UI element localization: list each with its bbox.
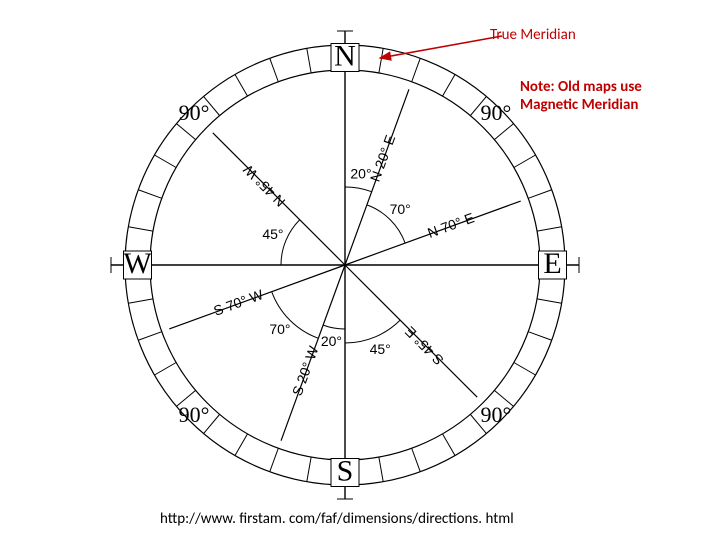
svg-text:S 45° E: S 45° E bbox=[402, 323, 447, 368]
note-line1: Note: Old maps use bbox=[520, 78, 642, 96]
true-meridian-text: True Meridian bbox=[490, 26, 576, 44]
note-line2: Magnetic Meridian bbox=[520, 96, 642, 114]
svg-text:70°: 70° bbox=[390, 201, 411, 217]
svg-text:N 45° W: N 45° W bbox=[239, 161, 288, 210]
svg-text:E: E bbox=[543, 247, 561, 280]
svg-text:N: N bbox=[334, 39, 356, 72]
svg-text:90°: 90° bbox=[179, 100, 210, 125]
source-url: http://www. firstam. com/faf/dimensions/… bbox=[160, 510, 514, 528]
svg-text:S 70° W: S 70° W bbox=[211, 286, 266, 319]
svg-text:90°: 90° bbox=[481, 100, 512, 125]
true-meridian-callout: True Meridian bbox=[490, 26, 576, 44]
magnetic-meridian-note: Note: Old maps use Magnetic Meridian bbox=[520, 78, 642, 114]
svg-text:S 20° W: S 20° W bbox=[289, 343, 322, 398]
svg-text:90°: 90° bbox=[179, 402, 210, 427]
svg-text:45°: 45° bbox=[370, 341, 391, 357]
svg-text:N 70° E: N 70° E bbox=[425, 209, 476, 241]
svg-text:70°: 70° bbox=[269, 321, 290, 337]
svg-text:20°: 20° bbox=[350, 165, 371, 181]
svg-text:20°: 20° bbox=[321, 333, 342, 349]
svg-text:S: S bbox=[337, 454, 354, 487]
svg-text:90°: 90° bbox=[481, 402, 512, 427]
svg-text:45°: 45° bbox=[262, 226, 283, 242]
svg-text:W: W bbox=[123, 247, 152, 280]
